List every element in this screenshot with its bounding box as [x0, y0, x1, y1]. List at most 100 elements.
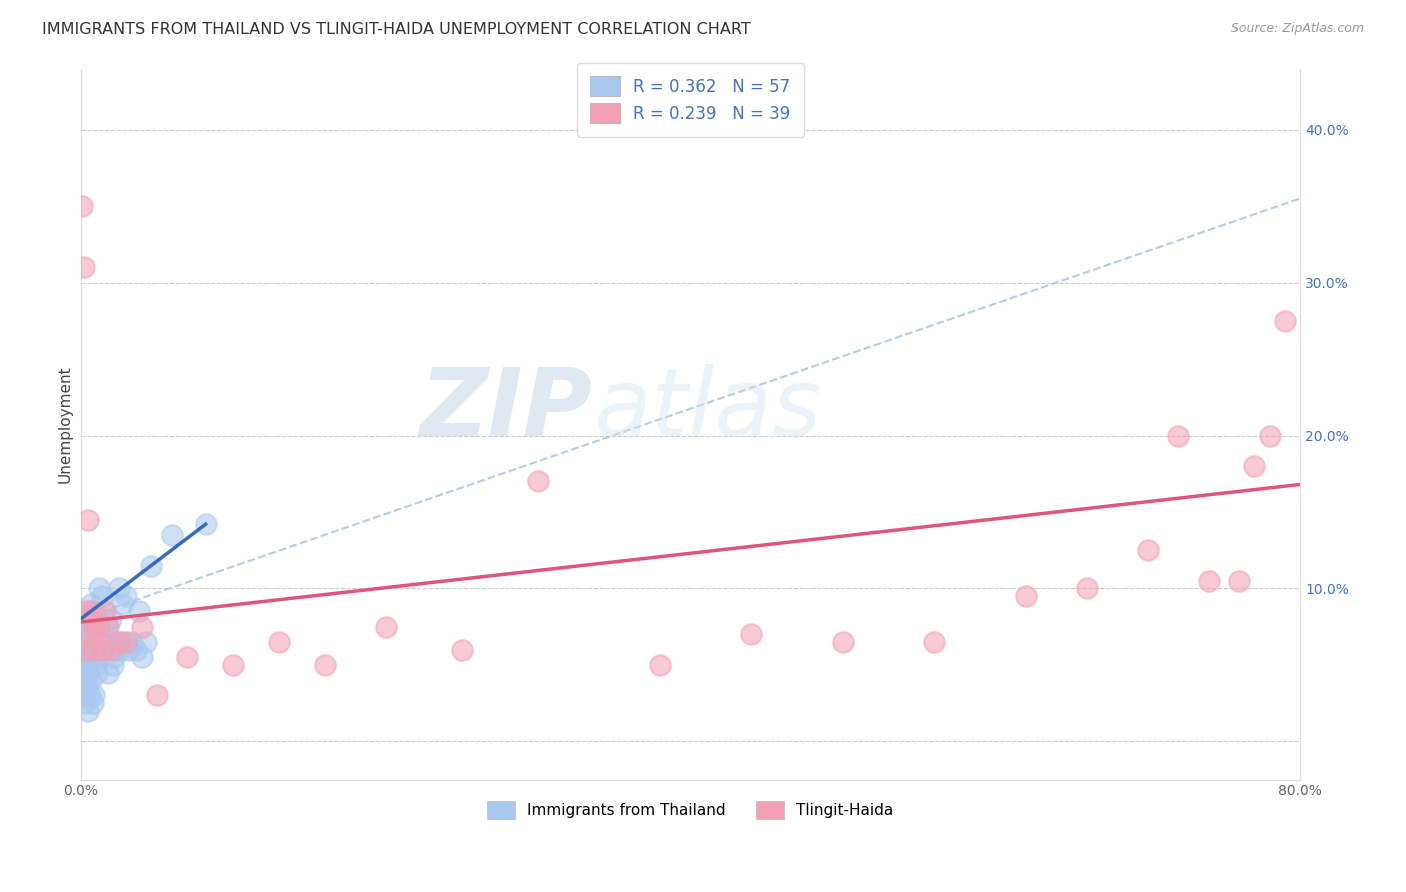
Point [527, 475, 550, 489]
Point [112, 635, 135, 649]
Point [267, 635, 290, 649]
Point [76, 657, 98, 672]
Point [75, 673, 97, 688]
Point [1136, 543, 1159, 558]
Point [93, 604, 115, 618]
Point [70, 665, 93, 680]
Point [83, 650, 105, 665]
Point [740, 627, 762, 641]
Text: IMMIGRANTS FROM THAILAND VS TLINGIT-HAIDA UNEMPLOYMENT CORRELATION CHART: IMMIGRANTS FROM THAILAND VS TLINGIT-HAID… [42, 22, 751, 37]
Point [80, 673, 103, 688]
Point [77, 704, 100, 718]
Point [75, 604, 97, 618]
Point [314, 657, 336, 672]
Point [82, 604, 104, 618]
Point [80, 597, 103, 611]
Point [131, 650, 153, 665]
Point [79, 650, 101, 665]
Point [1198, 574, 1220, 588]
Point [82, 604, 104, 618]
Point [76, 681, 98, 695]
Point [100, 642, 122, 657]
Point [104, 642, 127, 657]
Point [75, 650, 97, 665]
Point [94, 604, 117, 618]
Point [96, 620, 118, 634]
Point [103, 650, 125, 665]
Point [73, 689, 96, 703]
Point [86, 665, 108, 680]
Point [101, 657, 124, 672]
Point [648, 657, 671, 672]
Point [118, 642, 141, 657]
Point [1274, 314, 1296, 328]
Point [77, 513, 100, 527]
Point [124, 642, 146, 657]
Point [146, 689, 169, 703]
Point [70, 635, 93, 649]
Point [83, 642, 105, 657]
Point [73, 620, 96, 634]
Point [82, 696, 104, 710]
Point [77, 665, 100, 680]
Point [1015, 589, 1038, 603]
Point [176, 650, 198, 665]
Point [111, 597, 134, 611]
Point [80, 627, 103, 641]
Text: atlas: atlas [593, 364, 821, 455]
Point [1227, 574, 1250, 588]
Point [107, 582, 129, 596]
Point [105, 635, 128, 649]
Point [1167, 428, 1189, 442]
Point [73, 260, 96, 275]
Point [121, 635, 143, 649]
Point [70, 199, 93, 213]
Point [75, 696, 97, 710]
Point [831, 635, 853, 649]
Point [1076, 582, 1098, 596]
Point [79, 689, 101, 703]
Point [115, 635, 138, 649]
Point [97, 620, 120, 634]
Point [84, 627, 107, 641]
Point [73, 642, 96, 657]
Point [77, 604, 100, 618]
Point [80, 635, 103, 649]
Point [107, 635, 129, 649]
Text: Source: ZipAtlas.com: Source: ZipAtlas.com [1230, 22, 1364, 36]
Point [87, 582, 110, 596]
Point [84, 612, 107, 626]
Point [374, 620, 396, 634]
Point [77, 642, 100, 657]
Point [91, 642, 114, 657]
Point [450, 642, 472, 657]
Point [135, 635, 157, 649]
Point [79, 612, 101, 626]
Point [98, 635, 121, 649]
Point [89, 627, 111, 641]
Point [1258, 428, 1281, 442]
Text: ZIP: ZIP [420, 364, 593, 456]
Point [131, 620, 153, 634]
Point [94, 642, 117, 657]
Point [160, 528, 183, 542]
Legend: Immigrants from Thailand, Tlingit-Haida: Immigrants from Thailand, Tlingit-Haida [481, 795, 900, 825]
Point [76, 642, 98, 657]
Point [84, 657, 107, 672]
Point [222, 657, 245, 672]
Y-axis label: Unemployment: Unemployment [58, 365, 72, 483]
Point [922, 635, 945, 649]
Point [79, 620, 101, 634]
Point [139, 558, 162, 573]
Point [100, 612, 122, 626]
Point [87, 620, 110, 634]
Point [91, 589, 114, 603]
Point [83, 689, 105, 703]
Point [128, 604, 150, 618]
Point [1243, 459, 1265, 474]
Point [76, 627, 98, 641]
Point [194, 517, 217, 532]
Point [97, 665, 120, 680]
Point [82, 642, 104, 657]
Point [75, 612, 97, 626]
